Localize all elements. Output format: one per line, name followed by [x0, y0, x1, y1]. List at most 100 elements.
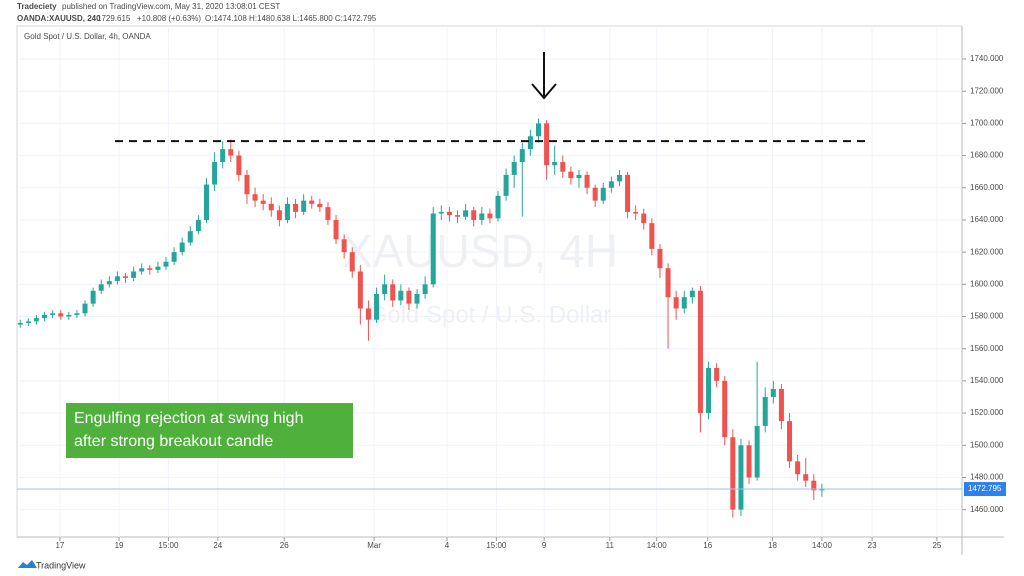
- candle-body: [495, 195, 501, 219]
- candle-body: [122, 276, 129, 278]
- candle-body: [106, 281, 112, 285]
- candle-body: [787, 421, 793, 462]
- candle-body: [171, 252, 177, 262]
- y-tick-label: 1700.000: [970, 119, 1004, 128]
- candle-body: [33, 318, 39, 322]
- candle-body: [657, 248, 663, 269]
- x-tick-label: 4: [445, 541, 450, 550]
- candle-body: [187, 231, 193, 243]
- price-label-box: [964, 482, 1006, 497]
- candle-body: [301, 200, 307, 212]
- y-tick-label: 1640.000: [970, 215, 1004, 224]
- candle-body: [390, 284, 396, 301]
- symbol: OANDA:XAUUSD, 240: [17, 14, 101, 23]
- candle-body: [244, 174, 250, 195]
- candle-body: [714, 368, 720, 381]
- candle-body: [633, 211, 639, 214]
- footer: TradingView: [18, 560, 86, 570]
- candle-body: [778, 388, 784, 422]
- candle-body: [268, 203, 274, 211]
- candle-body: [576, 174, 582, 179]
- x-tick-label: 9: [542, 541, 547, 550]
- candle-body: [74, 313, 80, 315]
- candle-body: [584, 174, 590, 188]
- candle-body: [535, 123, 542, 137]
- y-tick-label: 1680.000: [970, 151, 1004, 160]
- annotation-line: after strong breakout candle: [74, 433, 273, 450]
- candle-body: [722, 380, 728, 438]
- candle-body: [50, 313, 56, 315]
- candle-body: [260, 200, 266, 204]
- x-tick-label: 14:00: [812, 541, 833, 550]
- candle-body: [203, 184, 209, 220]
- y-tick-label: 1480.000: [970, 473, 1004, 482]
- logo: [18, 560, 37, 568]
- candle-body: [592, 187, 598, 201]
- ohlc: O:1474.108 H:1480.638 L:1465.800 C:1472.…: [205, 14, 377, 23]
- candle-body: [147, 268, 153, 270]
- candle-body: [438, 211, 444, 214]
- candle-body: [325, 207, 331, 220]
- candle-body: [341, 239, 347, 253]
- y-tick-label: 1660.000: [970, 183, 1004, 192]
- candle-body: [560, 162, 566, 172]
- candle-body: [163, 261, 169, 267]
- candle-body: [746, 445, 752, 478]
- candle-body: [665, 268, 671, 298]
- candle-body: [730, 437, 736, 510]
- candle-body: [179, 242, 185, 253]
- candle-body: [382, 284, 388, 294]
- candle-body: [293, 203, 299, 212]
- candle-body: [195, 219, 201, 232]
- candle-body: [487, 213, 493, 219]
- candle-body: [552, 162, 558, 166]
- candle-body: [155, 266, 161, 270]
- candle-body: [697, 290, 703, 414]
- candle-body: [608, 181, 614, 188]
- x-tick-label: 11: [606, 541, 615, 550]
- candle-body: [398, 290, 404, 301]
- y-tick-label: 1560.000: [970, 344, 1004, 353]
- candle-body: [139, 268, 145, 272]
- candle-body: [406, 290, 412, 304]
- x-tick-label: 15:00: [158, 541, 179, 550]
- candle-body: [236, 155, 242, 175]
- candle-body: [430, 213, 436, 285]
- candle-body: [66, 314, 72, 317]
- candle-body: [333, 219, 339, 240]
- candle-body: [42, 314, 48, 319]
- candle-body: [706, 368, 712, 414]
- x-tick-label: 23: [868, 541, 877, 550]
- candle-body: [762, 396, 768, 426]
- last-price: 1729.615: [97, 14, 131, 23]
- candle-body: [317, 203, 323, 208]
- candle-body: [544, 123, 550, 166]
- candle-body: [673, 297, 679, 309]
- brand: TradingView: [36, 560, 86, 570]
- candle-body: [98, 284, 104, 291]
- y-tick-label: 1740.000: [970, 54, 1004, 63]
- candle-body: [17, 322, 23, 325]
- candle-body: [503, 174, 509, 196]
- x-tick-label: 25: [932, 541, 941, 550]
- legend: Gold Spot / U.S. Dollar, 4h, OANDA: [24, 32, 151, 41]
- x-tick-label: 24: [213, 541, 222, 550]
- candle-body: [90, 290, 96, 304]
- candle-body: [649, 223, 655, 249]
- candle-body: [220, 149, 226, 163]
- y-tick-label: 1620.000: [970, 247, 1004, 256]
- candle-body: [276, 210, 282, 220]
- published: published on TradingView.com, May 31, 20…: [62, 2, 280, 11]
- candle-body: [446, 211, 452, 216]
- x-tick-label: 18: [768, 541, 777, 550]
- candle-body: [689, 290, 695, 298]
- candle-body: [284, 203, 290, 220]
- author: Tradeciety: [17, 2, 57, 11]
- candle-body: [131, 271, 137, 278]
- watermark-name: Gold Spot / U.S. Dollar: [369, 301, 612, 328]
- candle-body: [803, 474, 809, 481]
- y-tick-label: 1500.000: [970, 440, 1004, 449]
- candle-body: [374, 293, 380, 320]
